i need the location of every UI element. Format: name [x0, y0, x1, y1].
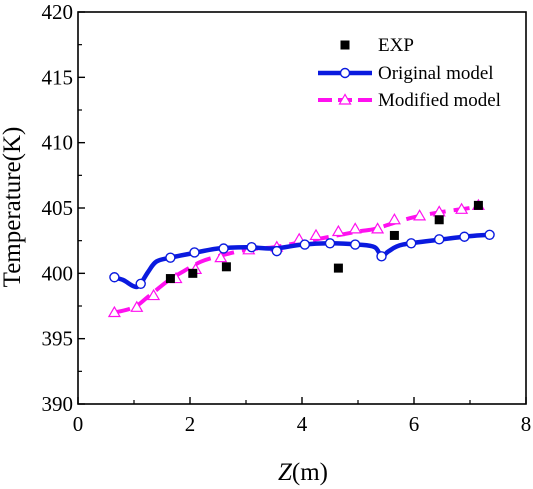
modified-model-point	[413, 209, 427, 221]
y-tick-label: 410	[42, 131, 74, 155]
x-tick-label: 2	[185, 412, 196, 436]
original-model-point	[218, 243, 229, 254]
y-tick-label: 415	[42, 65, 74, 89]
modified-model-point	[455, 202, 469, 214]
y-tick-label: 400	[42, 261, 74, 285]
modified-model-point	[214, 250, 228, 263]
legend-label: Original model	[378, 63, 494, 84]
x-axis-label-unit: (m)	[292, 459, 328, 486]
original-model-point	[406, 238, 417, 249]
exp-point	[165, 274, 175, 284]
modified-model-point	[387, 213, 401, 225]
modified-model-point	[331, 224, 345, 237]
original-model-point	[376, 251, 387, 262]
exp-point	[389, 230, 399, 240]
original-model-point	[434, 234, 445, 245]
exp-point	[333, 263, 343, 273]
y-tick-label: 420	[42, 0, 74, 24]
x-axis-label: Z(m)	[278, 459, 328, 486]
exp-point	[434, 215, 444, 225]
original-model-point	[299, 239, 310, 250]
axes: 0 2 4 6 8 390 395 400 405 410 415 420	[42, 0, 532, 436]
original-model-point	[189, 247, 200, 258]
y-tick-label: 395	[42, 327, 74, 351]
original-model-point	[484, 229, 495, 240]
modified-model-point	[371, 222, 385, 234]
legend: EXP Original model Modified model	[318, 35, 501, 111]
legend-exp-marker	[340, 40, 350, 50]
legend-modified-marker	[338, 93, 352, 105]
modified-model-point	[147, 288, 161, 301]
x-axis-label-variable: Z	[278, 459, 293, 486]
original-model-point	[324, 238, 336, 249]
original-model-point	[165, 252, 176, 263]
modified-model-point	[309, 228, 323, 241]
y-tick-label: 405	[42, 196, 74, 220]
modified-model-point	[130, 300, 144, 312]
original-model-point	[271, 245, 282, 257]
original-model-point	[135, 278, 146, 289]
y-axis-label: Temperature(K)	[0, 127, 26, 288]
plot-area	[107, 198, 495, 318]
exp-point	[221, 262, 231, 272]
modified-model-point	[348, 222, 362, 234]
exp-point	[473, 200, 483, 210]
legend-original-marker	[339, 67, 351, 79]
original-model-point	[109, 272, 120, 283]
legend-label: EXP	[378, 35, 414, 56]
original-model-point	[459, 231, 470, 242]
x-tick-label: 0	[73, 412, 84, 436]
original-model-point	[350, 239, 361, 250]
x-tick-label: 6	[409, 412, 420, 436]
modified-model-point	[107, 305, 121, 318]
original-model-point	[246, 241, 257, 253]
y-tick-label: 390	[42, 392, 74, 416]
x-tick-label: 4	[297, 412, 308, 436]
x-tick-label: 8	[521, 412, 532, 436]
legend-label: Modified model	[378, 90, 501, 111]
exp-point	[188, 268, 198, 278]
